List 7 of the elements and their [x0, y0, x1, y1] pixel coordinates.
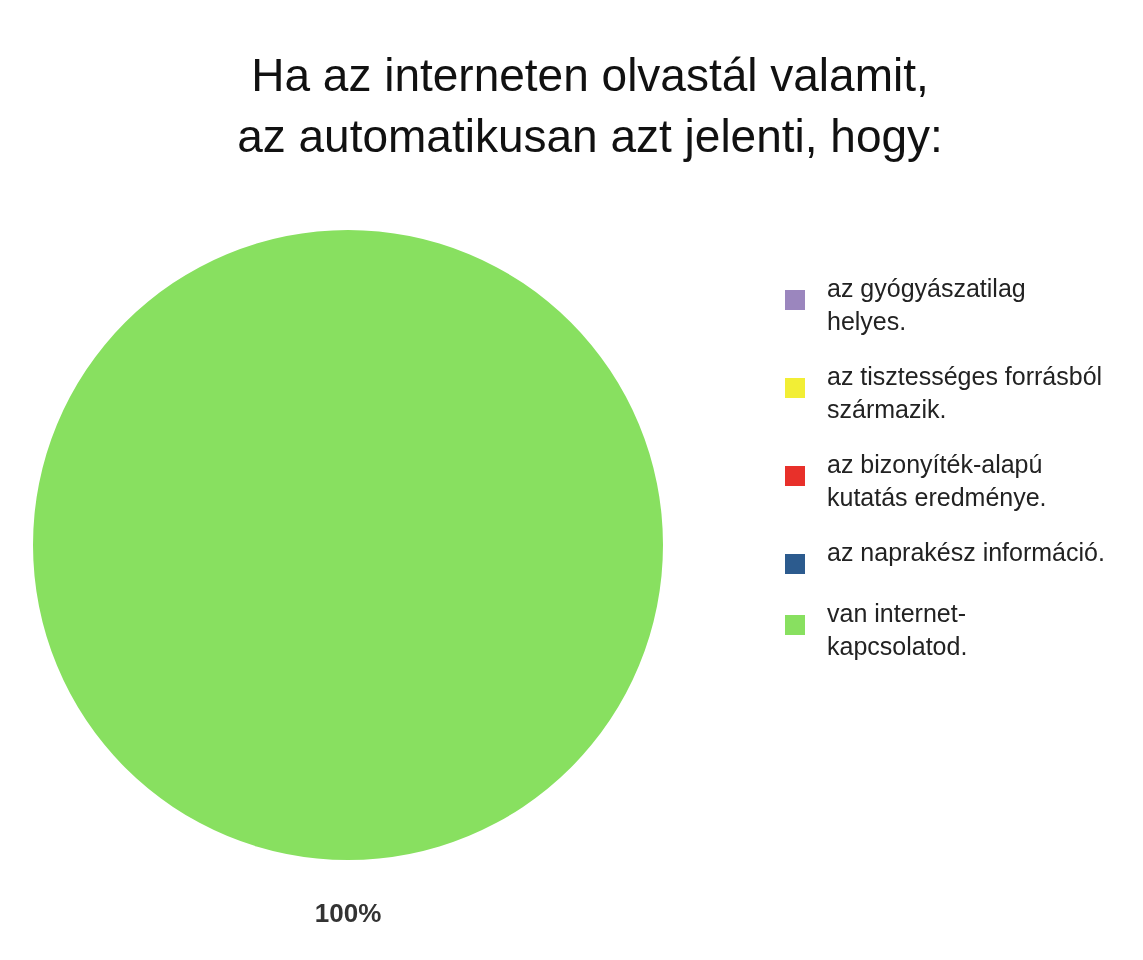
legend-label: van internet-kapcsolatod. — [827, 598, 969, 662]
data-label: 100% — [314, 898, 382, 929]
legend-label: az gyógyászatilag helyes. — [827, 273, 1027, 337]
legend-label: az naprakész információ. — [827, 537, 1105, 568]
chart-title: Ha az interneten olvastál valamit, az automatikusan azt jelenti, hogy: — [236, 48, 944, 164]
legend-label: az tisztességes forrásból származik. — [827, 361, 1104, 425]
legend-label: az bizonyíték-alapú kutatás eredménye. — [827, 449, 1048, 513]
